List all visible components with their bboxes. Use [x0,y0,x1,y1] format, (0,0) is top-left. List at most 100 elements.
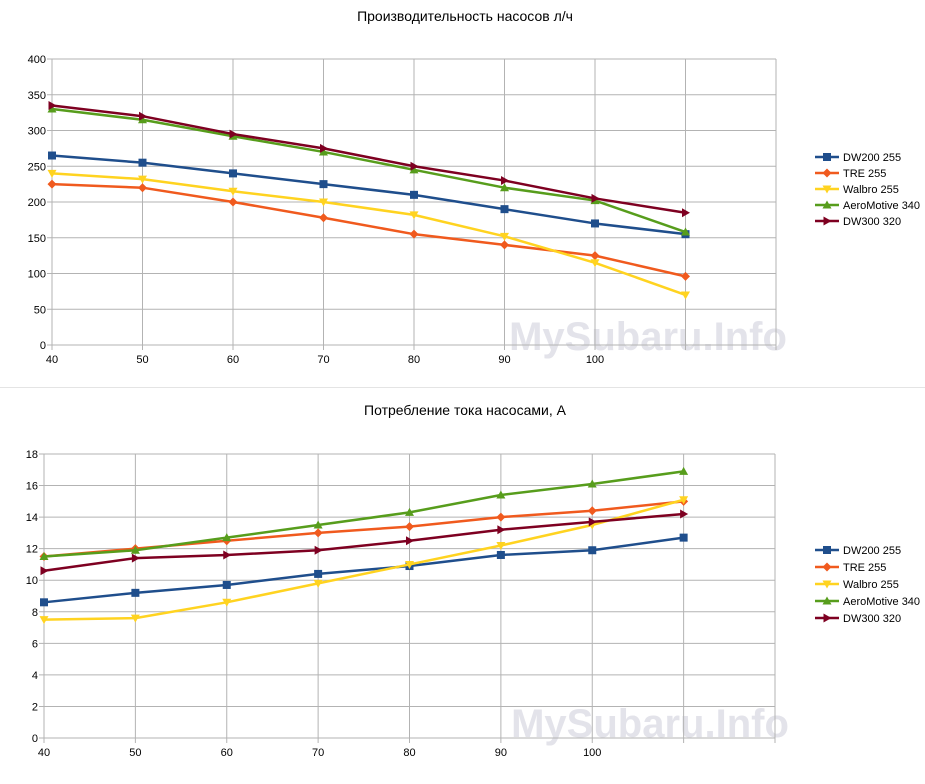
flow-series-0-point [410,190,418,199]
flow-legend-marker [823,153,831,161]
flow-y-tick-label: 350 [28,90,46,102]
flow-series-2-point [500,232,509,241]
flow-legend-marker [822,200,832,209]
current-series-4-point [314,545,323,555]
flow-chart-title: Производительность насосов л/ч [357,8,573,24]
current-legend-label: Walbro 255 [843,579,899,591]
current-y-tick-label: 8 [32,607,38,619]
flow-series-line-2 [51,172,686,297]
chart-pump-current: Потребление тока насосами, А MySubaru.Inf… [0,392,925,779]
flow-series-4-point [320,143,328,153]
flow-legend-label: Walbro 255 [843,184,899,196]
current-y-tick-label: 10 [26,575,38,587]
current-legend-label: AeroMotive 340 [843,596,920,608]
flow-legend-marker [823,216,832,226]
current-series-2-point [130,614,140,623]
current-x-tick-label: 90 [495,747,507,759]
current-y-tick-label: 6 [32,638,38,650]
flow-x-tick-label: 40 [46,354,58,366]
current-series-line-0 [43,536,684,604]
flow-series-2-point [590,259,600,268]
flow-series-4-point [501,176,509,186]
current-series-2-point [405,560,414,569]
flow-y-tick-label: 100 [28,269,46,281]
current-series-3-point [587,479,597,488]
flow-series-2-point [319,198,328,207]
current-x-tick-label: 80 [403,747,415,759]
flow-series-4-point [139,111,147,121]
flow-series-1-point [500,240,509,250]
flow-series-4-point [410,161,419,171]
flow-y-tick-label: 50 [34,304,46,316]
current-series-0-point [588,546,597,555]
current-series-4-point [131,553,140,563]
flow-series-0-point [319,180,328,189]
current-legend-marker [823,546,831,554]
current-y-tick-label: 14 [26,512,38,524]
current-watermark: MySubaru.Info [511,702,789,746]
current-series-0-point [314,569,323,578]
current-series-1-point [405,522,414,532]
flow-series-line-3 [51,107,686,234]
current-series-1-point [587,506,597,516]
current-legend-marker [822,580,832,589]
flow-legend-marker [822,185,832,194]
current-series-3-point [405,507,414,516]
chart-pump-current-svg: Потребление тока насосами, А MySubaru.Inf… [26,402,920,759]
chart-pump-flow-svg: Производительность насосов л/ч MySubaru.I… [28,8,920,366]
flow-series-1-point [681,271,690,281]
flow-series-4-point [48,100,57,110]
current-series-0-point [496,550,505,559]
flow-y-tick-label: 200 [28,197,46,209]
current-y-tick-label: 16 [26,481,38,493]
flow-series-3-point [500,183,509,192]
current-legend-marker [822,562,832,572]
current-y-tick-label: 18 [26,449,38,461]
flow-series-0-point [591,219,599,228]
flow-legend-label: DW300 320 [843,216,901,228]
current-series-0-point [222,580,231,589]
flow-y-tick-label: 150 [28,233,46,245]
flow-series-3-point [681,227,690,236]
flow-x-tick-label: 70 [317,354,329,366]
current-series-3-point [679,466,689,475]
flow-x-tick-label: 60 [227,354,239,366]
current-series-line-2 [43,498,684,621]
flow-x-tick-label: 50 [136,354,148,366]
chart-pump-flow: Производительность насосов л/ч MySubaru.I… [0,0,925,385]
flow-series-2-point [409,211,419,220]
current-series-3-point [313,520,323,529]
current-series-0-point [40,598,48,607]
current-series-2-point [39,616,49,625]
flow-series-3-point [409,165,419,174]
current-series-4-point [680,509,689,519]
current-y-tick-label: 0 [32,733,38,745]
current-x-tick-label: 40 [38,747,50,759]
flow-series-0-point [48,151,56,160]
current-y-tick-label: 4 [32,670,38,682]
flow-series-3-point [319,147,328,156]
flow-x-tick-label: 90 [498,354,510,366]
current-legend-label: DW300 320 [843,613,901,625]
flow-y-tick-label: 400 [28,54,46,66]
flow-series-1-point [228,197,238,207]
flow-series-4-point [682,208,690,218]
current-series-0-point [131,588,140,597]
flow-series-1-point [590,251,600,261]
flow-series-2-point [228,187,238,196]
flow-series-1-point [47,179,57,189]
flow-legend-label: AeroMotive 340 [843,200,920,212]
current-y-tick-label: 12 [26,544,38,556]
flow-legend-marker [822,168,832,178]
current-series-2-point [496,542,506,551]
flow-watermark: MySubaru.Info [509,315,787,359]
current-series-0-point [679,533,688,542]
flow-y-tick-label: 300 [28,126,46,138]
current-series-4-point [40,566,49,576]
flow-x-tick-label: 80 [408,354,420,366]
current-x-tick-label: 70 [312,747,324,759]
flow-series-1-point [138,183,147,193]
current-series-1-point [313,528,323,538]
current-series-3-point [496,490,506,499]
current-series-4-point [497,525,506,535]
